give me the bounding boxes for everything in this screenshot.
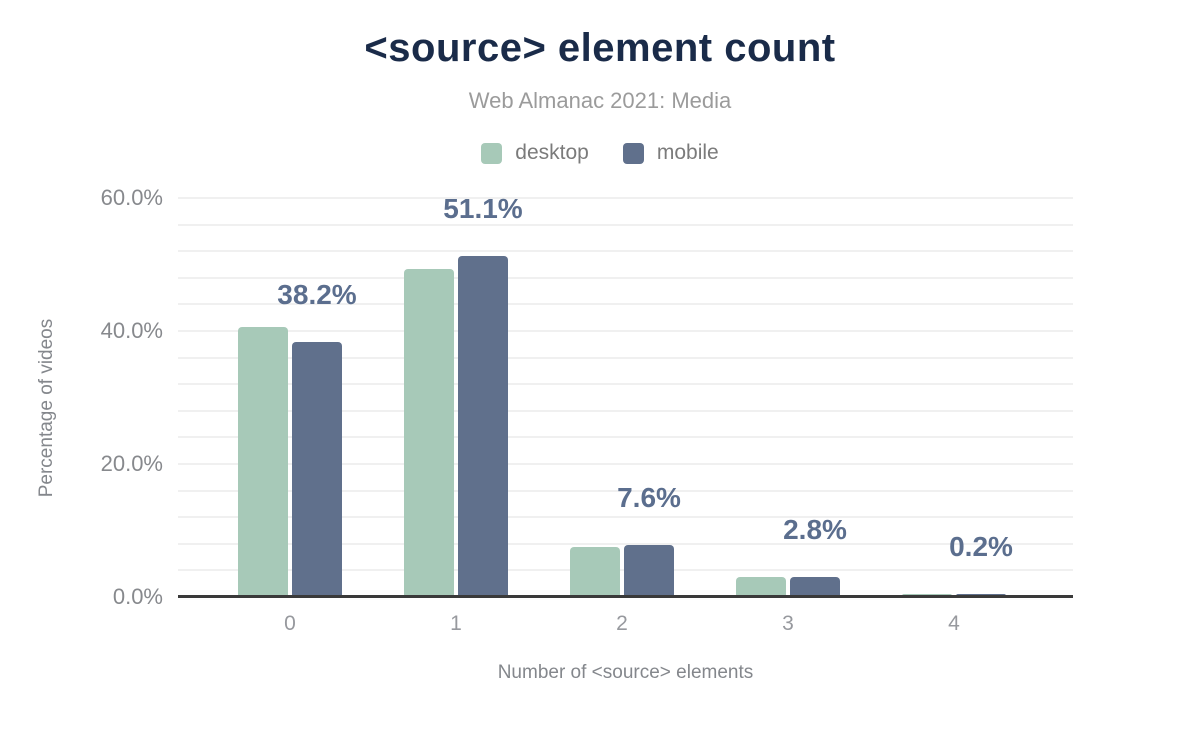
gridline-28 <box>178 409 1073 412</box>
gridline-32 <box>178 383 1073 386</box>
data-label-2: 7.6% <box>617 482 681 513</box>
legend-label-mobile: mobile <box>656 141 719 164</box>
x-axis-title: Number of <source> elements <box>497 662 754 683</box>
gridline-12 <box>178 516 1073 519</box>
bar-desktop-1[interactable] <box>404 269 454 596</box>
data-label-0: 38.2% <box>277 279 357 310</box>
gridline-16 <box>178 489 1073 492</box>
legend-label-desktop: desktop <box>515 141 589 164</box>
gridline-40 <box>178 330 1073 332</box>
gridline-8 <box>178 542 1073 545</box>
y-tick-label-0.0%: 0.0% <box>112 584 163 609</box>
x-tick-label-2: 2 <box>616 612 628 635</box>
gridline-44 <box>178 303 1073 306</box>
legend-item-desktop[interactable]: desktop <box>481 141 589 165</box>
bar-mobile-2[interactable] <box>624 545 674 596</box>
data-label-3: 2.8% <box>783 514 847 545</box>
data-label-4: 0.2% <box>949 531 1013 562</box>
x-tick-label-4: 4 <box>948 612 960 635</box>
legend: desktop mobile <box>0 141 1200 165</box>
bar-mobile-0[interactable] <box>292 342 342 596</box>
bar-mobile-3[interactable] <box>790 577 840 596</box>
bar-mobile-1[interactable] <box>458 256 508 596</box>
bar-desktop-3[interactable] <box>736 577 786 596</box>
x-tick-label-3: 3 <box>782 612 794 635</box>
gridline-24 <box>178 436 1073 439</box>
x-axis-line <box>178 595 1073 598</box>
gridline-60 <box>178 197 1073 199</box>
y-tick-label-40.0%: 40.0% <box>100 318 163 343</box>
gridline-56 <box>178 223 1073 226</box>
bar-desktop-0[interactable] <box>238 327 288 596</box>
bar-desktop-2[interactable] <box>570 547 620 596</box>
data-label-1: 51.1% <box>443 193 523 224</box>
legend-swatch-mobile <box>622 142 644 164</box>
x-tick-label-0: 0 <box>284 612 296 635</box>
legend-swatch-desktop <box>481 142 503 164</box>
x-tick-label-1: 1 <box>450 612 462 635</box>
legend-item-mobile[interactable]: mobile <box>622 141 719 165</box>
gridline-20 <box>178 463 1073 465</box>
chart-title: <source> element count <box>364 26 836 70</box>
gridline-36 <box>178 356 1073 359</box>
y-tick-label-60.0%: 60.0% <box>100 185 163 210</box>
y-tick-label-20.0%: 20.0% <box>100 451 163 476</box>
plot-area: 38.2% 51.1% 7.6% 2.8% 0.2% <box>178 193 1073 598</box>
chart-subtitle: Web Almanac 2021: Media <box>468 88 732 113</box>
gridline-48 <box>178 276 1073 279</box>
gridline-52 <box>178 250 1073 253</box>
